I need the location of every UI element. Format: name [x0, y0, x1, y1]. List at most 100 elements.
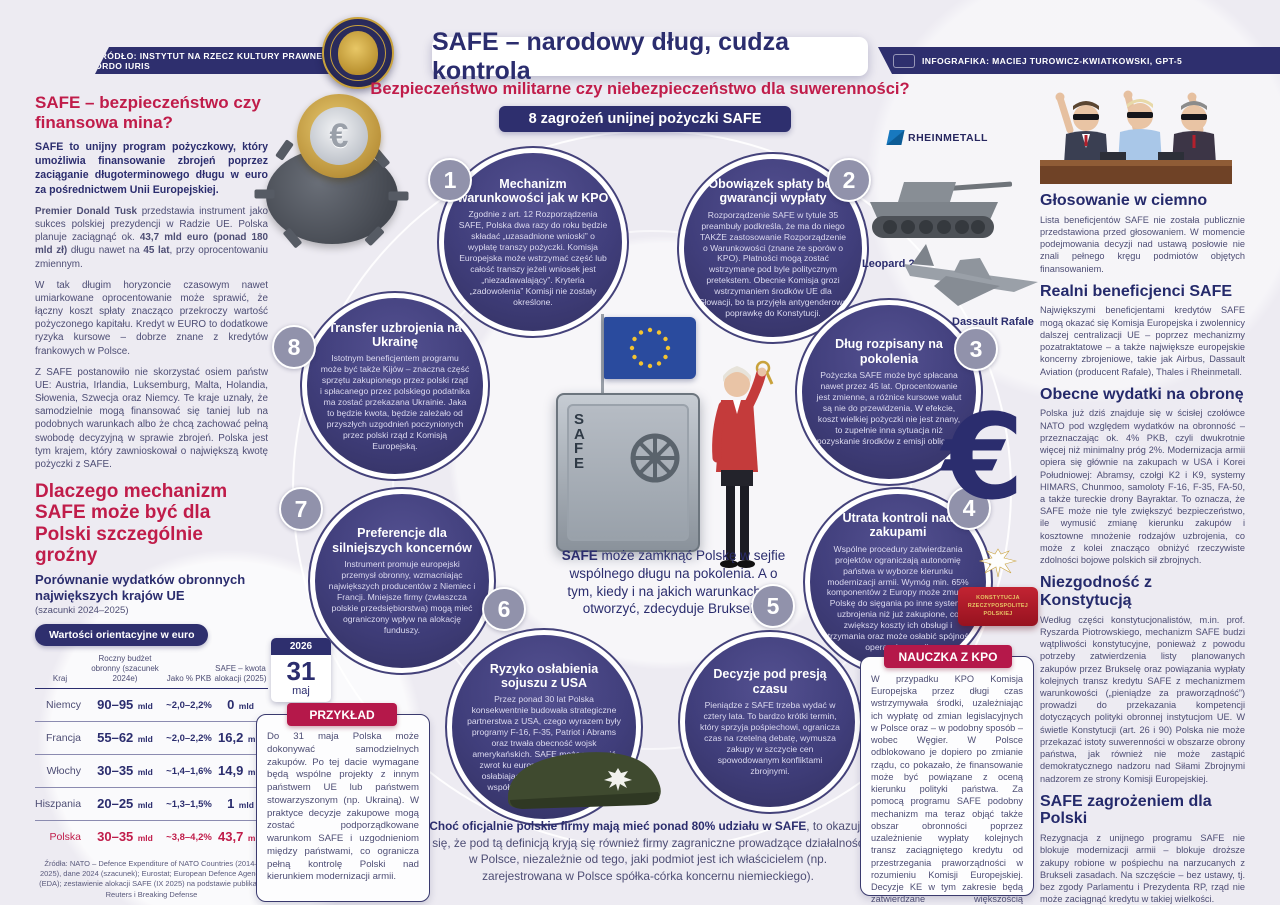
- threat-6-title: Ryzyko osłabienia sojuszu z USA: [489, 661, 599, 690]
- rheinmetall-logo: RHEINMETALL: [886, 130, 988, 145]
- table-row: Francja 55–62 mld ~2,0–2,2% 16,2 mld: [35, 722, 268, 756]
- nauczka-box: W przypadku KPO Komisja Europejska przez…: [860, 656, 1034, 904]
- leopard-label: Leopard 2: [862, 258, 915, 270]
- threat-circle-7: Preferencje dla silniejszych koncernów I…: [308, 487, 496, 675]
- right-text-2: Największymi beneficjentami kredytów SAF…: [1040, 305, 1245, 377]
- threat-circle-3: Dług rozpisany na pokolenia Pożyczka SAF…: [795, 298, 983, 486]
- header-credit-ribbon: INFOGRAFIKA: MACIEJ TUROWICZ-KWIATKOWSKI…: [878, 47, 1280, 74]
- right-text-3: Polska już dziś znajduje się w ścisłej c…: [1040, 408, 1245, 566]
- threats-badge: 8 zagrożeń unijnej pożyczki SAFE: [499, 106, 791, 132]
- calendar-year: 2026: [271, 638, 331, 655]
- interest-paragraph: W tak długim horyzoncie czasowym nawet u…: [35, 279, 268, 357]
- white-eagle-icon: [978, 548, 1018, 578]
- threat-circle-6: Ryzyko osłabienia sojuszu z USA Przez po…: [445, 628, 643, 826]
- threat-5-title: Decyzje pod presją czasu: [713, 667, 827, 696]
- flag-pole: [601, 314, 604, 414]
- left-column: SAFE – bezpieczeństwo czy finansowa mina…: [35, 93, 268, 905]
- table-note: (szacunki 2024–2025): [35, 605, 129, 617]
- right-heading-3: Obecne wydatki na obronę: [1040, 385, 1244, 403]
- threat-number-8: 8: [272, 325, 316, 369]
- constitution-book: KONSTYTUCJA RZECZYPOSPOLITEJ POLSKIEJ: [958, 587, 1038, 627]
- tusk-paragraph: Premier Donald Tusk przedstawia instrume…: [35, 205, 269, 270]
- table-row: Niemcy 90–95 mld ~2,0–2,2% 0 mld: [35, 689, 268, 723]
- right-heading-1: Głosowanie w ciemno: [1040, 192, 1208, 209]
- large-euro-symbol: €: [942, 388, 1025, 526]
- col-header-pkb: Jako % PKB: [166, 673, 212, 683]
- threat-number-4: 4: [947, 486, 991, 530]
- credit-label: INFOGRAFIKA: MACIEJ TUROWICZ-KWIATKOWSKI…: [922, 55, 1183, 66]
- threat-1-title: Mechanizm warunkowości jak w KPO: [457, 176, 609, 205]
- von-der-leyen-figure: [712, 360, 774, 568]
- euro-coin-symbol: €: [310, 107, 368, 165]
- vault-handle: [630, 433, 680, 483]
- threat-number-1: 1: [428, 158, 472, 202]
- table-row: Hiszpania 20–25 mld ~1,3–1,5% 1 mld: [35, 788, 268, 822]
- threat-7-title: Preferencje dla silniejszych koncernów: [332, 526, 472, 555]
- bottom-note: Choć oficjalnie polskie firmy mają mieć …: [429, 819, 867, 883]
- threat-2-text: Rozporządzenie SAFE w tytule 35 preambuł…: [698, 209, 848, 318]
- safe-vault-illustration: SAFE: [556, 393, 700, 552]
- przyklad-box: Do 31 maja Polska może dokonywać samodzi…: [256, 714, 430, 902]
- right-text-4: Według części konstytucjonalistów, m.in.…: [1040, 614, 1245, 784]
- nauczka-pill: NAUCZKA Z KPO: [884, 645, 1012, 668]
- calendar-day: 31: [286, 656, 316, 686]
- right-text-5: Rezygnacja z unijnego programu SAFE nie …: [1040, 833, 1245, 905]
- header-source-ribbon: ŹRÓDŁO: INSTYTUT NA RZECZ KULTURY PRAWNE…: [95, 47, 333, 74]
- threat-3-text: Pożyczka SAFE może być spłacana nawet pr…: [816, 370, 962, 446]
- vault-label: SAFE: [574, 411, 586, 473]
- left-heading-2: Dlaczego mechanizm SAFE może być dla Pol…: [35, 481, 228, 566]
- subtitle: Bezpieczeństwo militarne czy niebezpiecz…: [370, 80, 910, 98]
- military-beret-illustration: [507, 752, 661, 809]
- table-row: Włochy 30–35 mld ~1,4–1,6% 14,9 mld: [35, 755, 268, 789]
- table-sources: Źródła: NATO – Defence Expenditure of NA…: [39, 859, 264, 899]
- col-header-safe: SAFE – kwota alokacji (2025): [214, 663, 267, 683]
- ordo-iuris-logo: [322, 17, 394, 89]
- threat-number-5: 5: [751, 584, 795, 628]
- right-column: Głosowanie w ciemno Lista beneficjentów …: [1040, 88, 1245, 905]
- constitution-illustration: KONSTYTUCJA RZECZYPOSPOLITEJ POLSKIEJ: [958, 546, 1038, 627]
- threat-8-title: Transfer uzbrojenia na Ukrainę: [328, 320, 462, 349]
- threat-4-text: Wspólne procedury zatwierdzania projektó…: [823, 543, 973, 652]
- defense-spending-table: Kraj Roczny budżet obronny (szacunek 202…: [35, 654, 268, 853]
- threat-circle-2: Obowiązek spłaty bez gwarancji wypłaty R…: [677, 152, 869, 344]
- right-heading-5: SAFE zagrożeniem dla Polski: [1040, 792, 1212, 828]
- threat-2-title: Obowiązek spłaty bez gwarancji wypłaty: [708, 177, 838, 206]
- source-label: ŹRÓDŁO: INSTYTUT NA RZECZ KULTURY PRAWNE…: [95, 50, 328, 71]
- opt-out-paragraph: Z SAFE postanowiło nie skorzystać osiem …: [35, 366, 268, 470]
- threat-5-text: Pieniądze z SAFE trzeba wydać w cztery l…: [700, 700, 840, 776]
- table-unit-pill: Wartości orientacyjne w euro: [35, 624, 209, 647]
- threat-3-title: Dług rozpisany na pokolenia: [835, 337, 943, 366]
- col-header-budget: Roczny budżet obronny (szacunek 2024e): [91, 654, 159, 683]
- right-text-1: Lista beneficjentów SAFE nie została pub…: [1040, 214, 1245, 274]
- rafale-jet-illustration: [904, 244, 1038, 306]
- poland-flag-icon: [894, 55, 914, 67]
- threat-number-2: 2: [827, 158, 871, 202]
- table-row-poland: Polska 30–35 mld ~3,8–4,2% 43,7 mld: [49, 829, 262, 845]
- threat-number-6: 6: [482, 587, 526, 631]
- rheinmetall-mark-icon: [886, 130, 905, 145]
- threat-1-text: Zgodnie z art. 12 Rozporządzenia SAFE, P…: [458, 209, 608, 307]
- calendar-month: maj: [292, 685, 310, 698]
- threat-circle-1: Mechanizm warunkowości jak w KPO Zgodnie…: [437, 146, 629, 338]
- right-heading-4: Niezgodność z Konstytucją: [1040, 574, 1153, 609]
- table-title: Porównanie wydatków obronnych największy…: [35, 572, 246, 603]
- eu-flag: [604, 317, 696, 379]
- col-header-country: Kraj: [52, 673, 68, 683]
- table-header-row: Kraj Roczny budżet obronny (szacunek 202…: [35, 654, 268, 690]
- calendar-card: 2026 31 maj: [271, 638, 331, 703]
- threat-circle-5: Decyzje pod presją czasu Pieniądze z SAF…: [678, 630, 862, 814]
- leopard-tank-illustration: [870, 181, 1013, 238]
- threat-7-text: Instrument promuje europejski przemysł o…: [328, 559, 476, 635]
- left-heading-1: SAFE – bezpieczeństwo czy finansowa mina…: [35, 93, 261, 132]
- threat-number-7: 7: [279, 487, 323, 531]
- eu-flag-stars: [629, 327, 671, 369]
- page-title: SAFE – narodowy dług, cudza kontrola: [432, 28, 868, 85]
- euro-coin-illustration: €: [297, 94, 381, 178]
- threat-8-text: Istotnym beneficjentem programu może być…: [320, 353, 471, 451]
- threat-4-title: Utrata kontroli nad zakupami: [842, 511, 954, 540]
- vault-caption: SAFE może zamknąć Polskę w sejfie wspóln…: [561, 548, 786, 617]
- intro-paragraph: SAFE to unijny program pożyczkowy, który…: [35, 141, 268, 196]
- right-heading-2: Realni beneficjenci SAFE: [1040, 282, 1233, 300]
- threat-circle-8: Transfer uzbrojenia na Ukrainę Istotnym …: [300, 291, 490, 481]
